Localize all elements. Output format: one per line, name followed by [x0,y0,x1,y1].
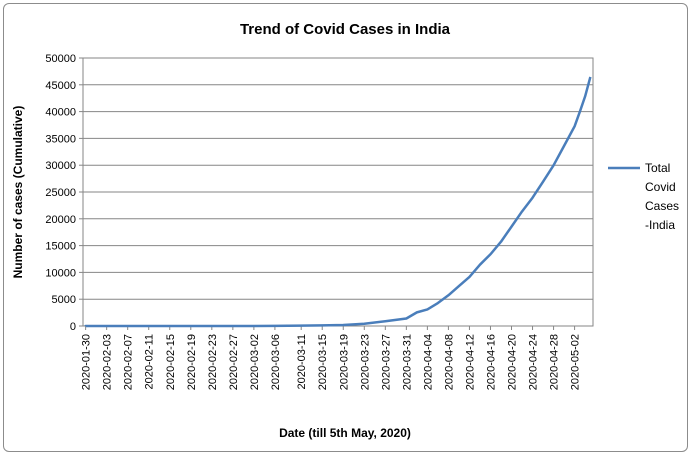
x-tick-label: 2020-02-11 [144,334,156,389]
series-line-total-covid-cases-india [84,76,592,328]
x-tick-label: 2020-01-30 [81,334,93,390]
x-tick-label: 2020-04-04 [422,334,434,390]
y-axis-ticks: 0 5000 10000 15000 20000 25000 30000 35000 40000… [45,53,83,333]
x-tick-label: 2020-03-02 [249,334,261,390]
x-tick-label: 2020-03-19 [338,334,350,390]
x-tick-label: 2020-03-27 [380,334,392,390]
legend: Total Covid Cases -India [608,161,679,232]
x-tick-label: 2020-02-07 [123,334,135,390]
y-tick-label: 45000 [45,80,76,92]
y-tick-label: 20000 [45,214,76,226]
y-tick-label: 35000 [45,133,76,145]
x-axis-ticks: 2020-01-30 2020-02-03 2020-02-07 2020-02-11… [81,326,582,390]
y-axis-title: Number of cases (Cumulative) [11,106,25,279]
x-tick-label: 2020-03-11 [296,334,308,389]
y-tick-label: 40000 [45,107,76,119]
x-tick-label: 2020-02-03 [102,334,114,390]
gridlines [83,84,593,300]
x-tick-label: 2020-02-23 [207,334,219,390]
x-tick-label: 2020-02-19 [186,334,198,390]
legend-line-4: -India [645,218,675,232]
x-tick-label: 2020-04-08 [443,334,455,390]
chart-title: Trend of Covid Cases in India [240,21,451,38]
y-tick-label: 50000 [45,53,76,65]
chart-frame [3,3,688,452]
y-tick-label: 10000 [45,267,76,279]
x-tick-label: 2020-04-12 [464,334,476,390]
x-tick-label: 2020-03-23 [359,334,371,390]
x-tick-label: 2020-04-16 [485,334,497,390]
x-tick-label: 2020-04-20 [507,334,519,390]
y-tick-label: 15000 [45,241,76,253]
legend-line-2: Covid [645,180,676,194]
x-tick-label: 2020-04-24 [528,334,540,390]
x-axis-title: Date (till 5th May, 2020) [279,426,411,440]
x-tick-label: 2020-05-02 [570,334,582,390]
legend-line-1: Total [645,161,670,175]
y-tick-label: 5000 [52,294,76,306]
y-tick-label: 25000 [45,187,76,199]
x-tick-label: 2020-03-15 [317,334,329,390]
legend-line-3: Cases [645,199,679,213]
x-tick-label: 2020-02-15 [165,334,177,390]
x-tick-label: 2020-03-31 [401,334,413,390]
y-tick-label: 30000 [45,160,76,172]
x-tick-label: 2020-03-06 [270,334,282,390]
x-tick-label: 2020-02-27 [228,334,240,390]
y-tick-label: 0 [70,321,76,333]
x-tick-label: 2020-04-28 [549,334,561,390]
